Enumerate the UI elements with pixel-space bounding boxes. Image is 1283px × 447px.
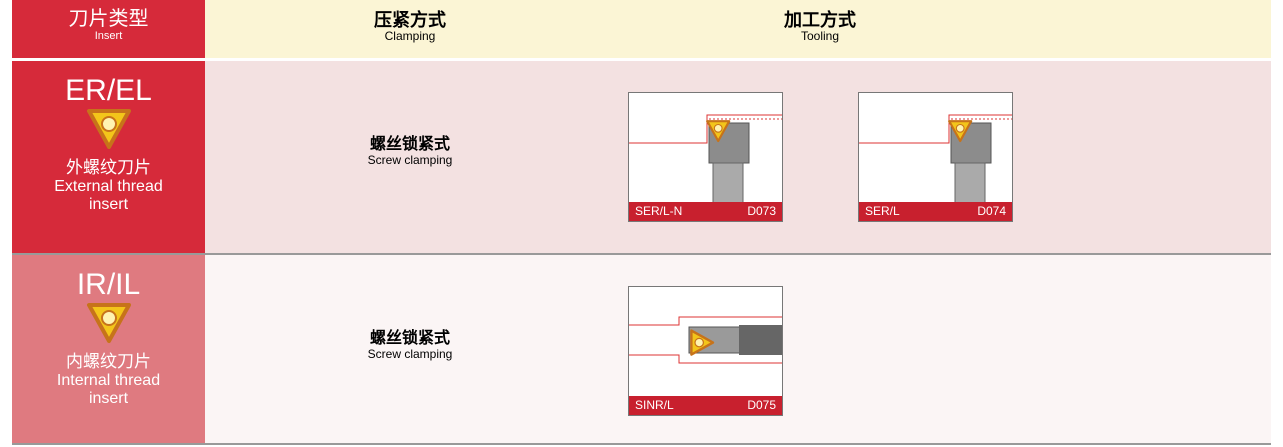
- divider: [12, 58, 1271, 61]
- tool-code: D073: [747, 204, 776, 218]
- tool-drawing: [629, 316, 782, 364]
- tool-strip: SINR/L D075: [629, 396, 782, 415]
- header-clamping-en: Clamping: [384, 29, 436, 43]
- header-clamping: 压紧方式 Clamping: [300, 10, 520, 43]
- header-tooling: 加工方式 Tooling: [710, 10, 930, 43]
- tool-strip: SER/L-N D073: [629, 202, 782, 221]
- clamping-zh: 螺丝锁紧式: [369, 136, 450, 153]
- insert-en: insert: [88, 196, 129, 213]
- insert-icon: [86, 109, 131, 149]
- tool-name: SER/L-N: [635, 204, 683, 218]
- tool-code: D074: [977, 204, 1006, 218]
- clamping-zh: 螺丝锁紧式: [369, 330, 450, 347]
- row-insert-cell: ER/EL 外螺纹刀片 External thread insert: [12, 61, 205, 253]
- header-tooling-en: Tooling: [800, 29, 840, 43]
- insert-code: ER/EL: [65, 74, 152, 107]
- header-tooling-zh: 加工方式: [784, 10, 856, 30]
- clamping: 螺丝锁紧式 Screw clamping: [300, 136, 520, 167]
- clamping-en: Screw clamping: [367, 347, 453, 361]
- header-insert-cell: 刀片类型 Insert: [12, 0, 205, 58]
- tool-code: D075: [747, 398, 776, 412]
- header-insert-zh: 刀片类型: [68, 8, 149, 30]
- clamping-en: Screw clamping: [367, 153, 453, 167]
- insert-en: insert: [88, 390, 129, 407]
- insert-en: Internal thread: [56, 372, 161, 389]
- tool-card: SER/L D074: [858, 92, 1013, 222]
- tool-strip: SER/L D074: [859, 202, 1012, 221]
- header-bg: [205, 0, 1271, 58]
- clamping: 螺丝锁紧式 Screw clamping: [300, 330, 520, 361]
- tool-name: SINR/L: [635, 398, 674, 412]
- header-clamping-zh: 压紧方式: [374, 10, 446, 30]
- row-divider: [12, 443, 1271, 445]
- tool-card: SER/L-N D073: [628, 92, 783, 222]
- row-divider: [12, 253, 1271, 255]
- row-insert-cell: IR/IL 内螺纹刀片 Internal thread insert: [12, 255, 205, 443]
- tool-name: SER/L: [865, 204, 900, 218]
- insert-code: IR/IL: [76, 268, 141, 301]
- insert-zh: 外螺纹刀片: [66, 158, 151, 177]
- insert-en: External thread: [54, 178, 163, 195]
- insert-icon: [86, 303, 131, 343]
- header-insert-en: Insert: [94, 30, 123, 42]
- insert-zh: 内螺纹刀片: [66, 352, 151, 371]
- tool-card: SINR/L D075: [628, 286, 783, 416]
- tool-drawing: [859, 114, 1012, 203]
- tool-drawing: [629, 114, 782, 203]
